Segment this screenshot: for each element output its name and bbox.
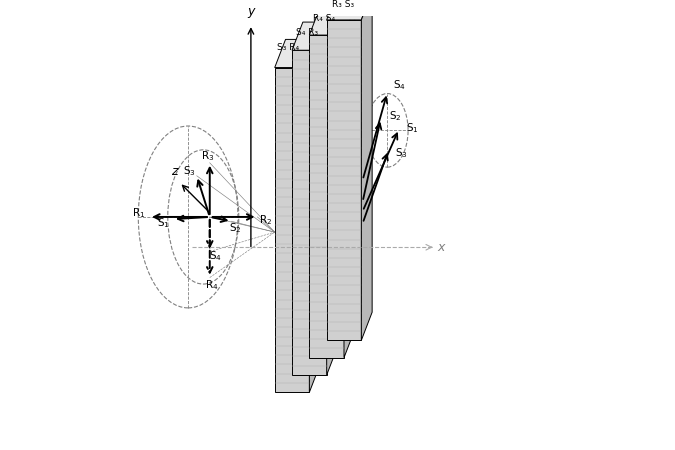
Polygon shape bbox=[327, 0, 372, 20]
Text: S$_2$: S$_2$ bbox=[389, 109, 401, 123]
Polygon shape bbox=[292, 50, 327, 375]
Polygon shape bbox=[344, 7, 355, 358]
Text: R₄ S₄: R₄ S₄ bbox=[313, 14, 335, 23]
Text: S$_1$: S$_1$ bbox=[406, 121, 418, 135]
Polygon shape bbox=[292, 22, 338, 50]
Text: R₃ S₃: R₃ S₃ bbox=[332, 0, 354, 9]
Text: R$_2$: R$_2$ bbox=[259, 213, 272, 227]
Polygon shape bbox=[309, 35, 344, 358]
Text: S$_4$: S$_4$ bbox=[209, 249, 221, 263]
Polygon shape bbox=[309, 40, 320, 392]
Text: R$_3$: R$_3$ bbox=[201, 149, 214, 163]
Polygon shape bbox=[275, 68, 309, 392]
Polygon shape bbox=[361, 0, 372, 340]
Text: S$_2$: S$_2$ bbox=[230, 221, 242, 234]
Text: S$_3$: S$_3$ bbox=[395, 146, 408, 160]
Polygon shape bbox=[309, 7, 355, 35]
Text: z: z bbox=[171, 165, 177, 178]
Text: x: x bbox=[437, 241, 444, 254]
Text: S$_3$: S$_3$ bbox=[183, 165, 195, 178]
Polygon shape bbox=[327, 22, 338, 375]
Text: S₄ R₃: S₄ R₃ bbox=[296, 28, 318, 37]
Text: S$_4$: S$_4$ bbox=[393, 78, 406, 92]
Text: S₃ R₄: S₃ R₄ bbox=[277, 43, 299, 52]
Polygon shape bbox=[327, 20, 361, 340]
Text: R$_4$: R$_4$ bbox=[205, 279, 219, 292]
Polygon shape bbox=[275, 40, 320, 68]
Text: y: y bbox=[247, 5, 254, 18]
Text: R$_1$: R$_1$ bbox=[132, 207, 145, 220]
Text: S$_1$: S$_1$ bbox=[157, 216, 169, 230]
